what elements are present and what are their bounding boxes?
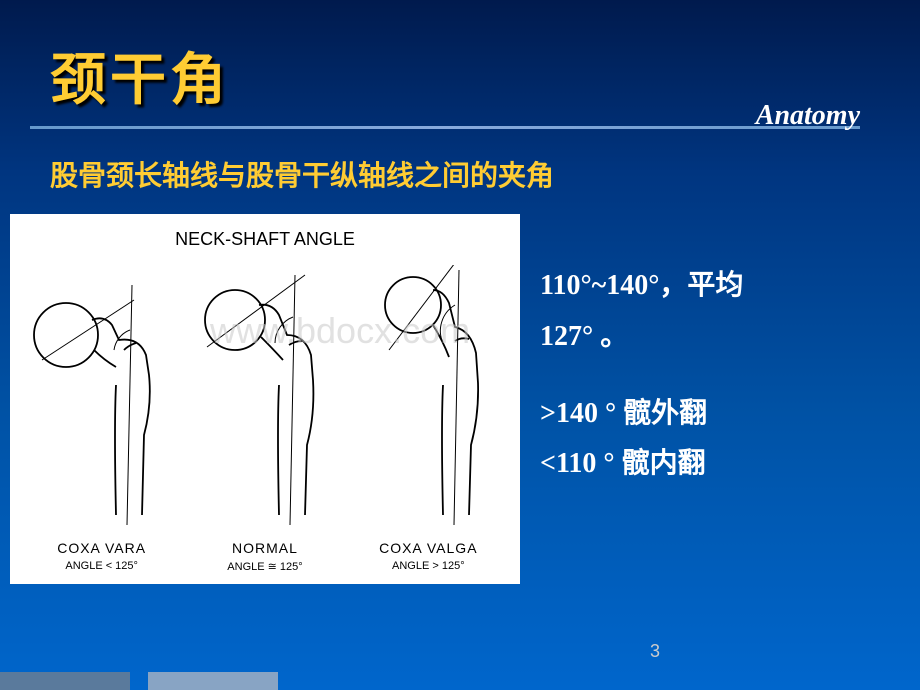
diagram-title: NECK-SHAFT ANGLE: [20, 229, 510, 250]
content-row: NECK-SHAFT ANGLE: [0, 214, 920, 584]
caption-vara: COXA VARA ANGLE < 125°: [20, 540, 183, 573]
fact-text: 110°~140°，平均 127° 。 >140 ° 髋外翻 <110 ° 髋内…: [540, 214, 743, 584]
hip-normal-icon: [187, 265, 342, 535]
caption-valga: COXA VALGA ANGLE > 125°: [347, 540, 510, 573]
hip-illustrations: [20, 255, 510, 535]
caption-normal: NORMAL ANGLE ≅ 125°: [183, 540, 346, 573]
hip-vara-icon: [24, 265, 179, 535]
fact-range: 110°~140°，平均: [540, 264, 743, 309]
fact-valgus: >140 ° 髋外翻: [540, 392, 743, 437]
footer-bar: [0, 672, 130, 690]
section-label: Anatomy: [756, 100, 860, 132]
neck-shaft-diagram: NECK-SHAFT ANGLE: [10, 214, 520, 584]
slide-title: 颈干角: [50, 35, 230, 116]
fact-mean: 127° 。: [540, 315, 743, 360]
footer-bar: [148, 672, 278, 690]
divider-line: [30, 126, 860, 129]
footer-decoration: [0, 672, 278, 690]
slide-subtitle: 股骨颈长轴线与股骨干纵轴线之间的夹角: [50, 154, 920, 194]
slide-header: 颈干角 Anatomy: [0, 0, 920, 126]
fact-varus: <110 ° 髋内翻: [540, 442, 743, 487]
hip-valga-icon: [351, 265, 506, 535]
page-number: 3: [650, 641, 660, 662]
diagram-captions: COXA VARA ANGLE < 125° NORMAL ANGLE ≅ 12…: [20, 540, 510, 573]
